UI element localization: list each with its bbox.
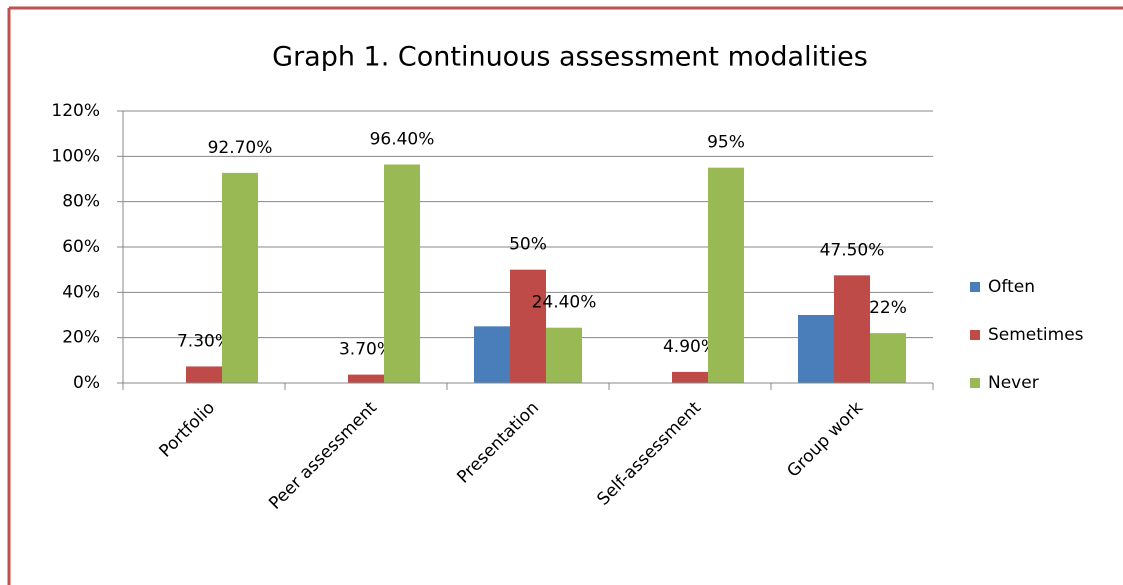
y-tick-label: 100% [51,146,100,166]
bar [708,167,744,383]
y-tick-label: 40% [62,282,100,302]
bar [834,275,870,383]
bar [348,374,384,383]
y-tick-label: 0% [73,373,100,393]
bar [474,326,510,383]
bar [546,327,582,383]
data-label: 95% [707,133,745,153]
data-label: 24.40% [532,293,597,313]
legend-label: Never [988,373,1039,393]
data-label: 92.70% [208,138,273,158]
y-tick-label: 60% [62,237,100,257]
data-label: 22% [869,298,907,318]
y-tick-label: 20% [62,328,100,348]
bar [870,333,906,383]
legend-label: Semetimes [988,325,1084,345]
data-label: 4.90% [663,337,717,357]
legend-swatch [970,330,980,340]
data-label: 3.70% [339,340,393,360]
bar [384,164,420,383]
bar [510,269,546,383]
bar [186,366,222,383]
y-tick-label: 120% [51,101,100,121]
bar [798,315,834,383]
bar [222,172,258,383]
data-label: 47.50% [820,240,885,260]
data-label: 96.40% [370,129,435,149]
data-label: 7.30% [177,331,231,351]
legend-swatch [970,282,980,292]
bar [672,371,708,383]
chart-title: Graph 1. Continuous assessment modalitie… [272,42,868,73]
y-tick-label: 80% [62,192,100,212]
legend-swatch [970,378,980,388]
data-label: 50% [509,235,547,255]
legend-label: Often [988,277,1035,297]
